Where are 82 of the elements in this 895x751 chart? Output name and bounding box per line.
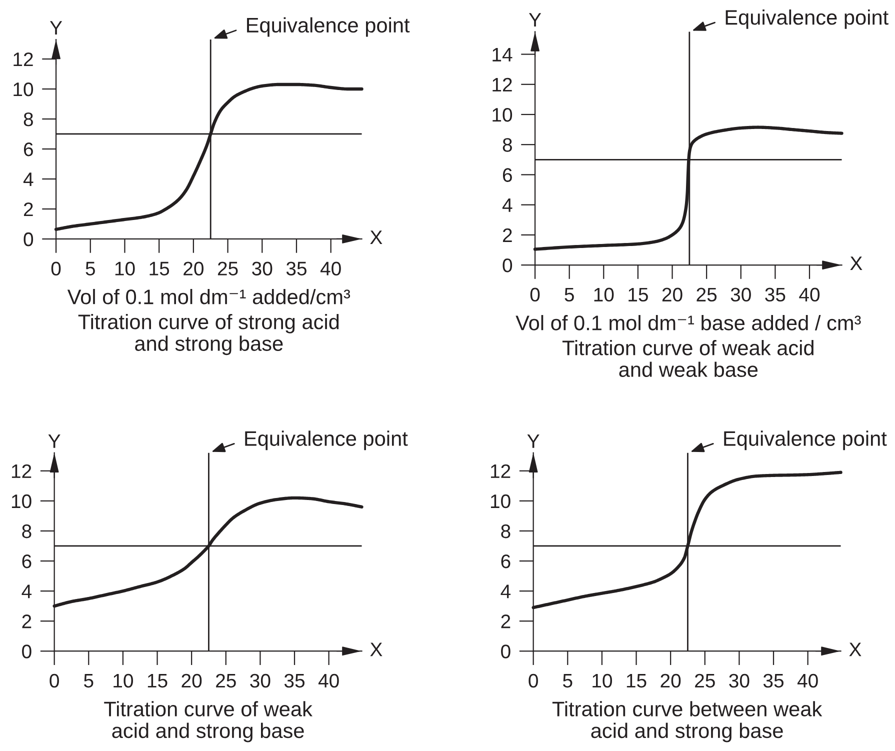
y-tick-label: 4 <box>502 198 512 212</box>
x-tick-label: 40 <box>797 674 818 688</box>
x-tick-label: 0 <box>50 674 59 688</box>
x-axis-title: X <box>849 642 862 656</box>
x-tick-label: 0 <box>530 288 540 302</box>
y-tick-label: 8 <box>24 112 33 126</box>
y-tick-label: 10 <box>490 494 510 508</box>
y-tick-label: 6 <box>501 554 510 568</box>
x-tick-label: 40 <box>320 262 341 276</box>
y-tick-label: 10 <box>492 108 512 122</box>
x-tick-label: 10 <box>114 674 134 688</box>
x-tick-label: 30 <box>252 262 272 276</box>
y-tick-label: 2 <box>24 202 33 216</box>
y-tick-label: 6 <box>22 554 32 568</box>
x-tick-label: 10 <box>594 288 614 302</box>
text: Vol of 0.1 mol dm⁻¹ added/cm³ <box>67 288 350 304</box>
x-tick-label: 20 <box>662 288 682 302</box>
x-tick-label: 35 <box>286 262 306 276</box>
ref-line-label: Equivalence point <box>726 9 888 29</box>
x-tick-label: 15 <box>626 674 646 688</box>
y-axis-title: Y <box>48 434 60 448</box>
y-axis-title: Y <box>527 434 540 448</box>
x-tick-label: 25 <box>696 288 717 302</box>
y-tick-label: 12 <box>490 464 510 478</box>
x-tick-label: 20 <box>182 674 202 688</box>
x-tick-label: 25 <box>218 262 238 276</box>
x-tick-label: 30 <box>250 674 270 688</box>
x-axis-title: X <box>370 230 382 244</box>
x-tick-label: 5 <box>84 674 94 688</box>
y-tick-label: 12 <box>12 464 32 478</box>
y-tick-label: 8 <box>22 524 32 538</box>
text: Titration curve of weak acid and weak base <box>562 340 814 378</box>
y-tick-label: 12 <box>492 78 512 92</box>
y-tick-label: 10 <box>12 494 32 508</box>
x-tick-label: 10 <box>115 262 135 276</box>
text: Titration curve of strong acid and strong base <box>78 314 339 356</box>
text: Titration curve between weak acid and strong base <box>552 701 822 742</box>
y-axis-title: Y <box>50 21 62 34</box>
y-tick-label: 2 <box>502 228 512 242</box>
ref-line-label: Equivalence point <box>724 430 887 450</box>
x-tick-label: 0 <box>51 262 61 276</box>
x-tick-label: 40 <box>799 288 820 302</box>
y-axis-title: Y <box>528 13 542 26</box>
x-tick-label: 25 <box>695 674 715 688</box>
x-tick-label: 5 <box>564 288 574 302</box>
x-axis-title: X <box>370 642 382 656</box>
y-tick-label: 8 <box>501 524 510 538</box>
y-tick-label: 0 <box>24 232 34 246</box>
y-tick-label: 10 <box>14 82 34 96</box>
x-tick-label: 25 <box>216 674 236 688</box>
y-tick-label: 0 <box>22 644 32 658</box>
x-tick-label: 20 <box>184 262 204 276</box>
x-axis-title: X <box>850 256 862 270</box>
x-tick-label: 35 <box>763 674 784 688</box>
y-tick-label: 6 <box>502 168 512 182</box>
x-tick-label: 20 <box>660 674 681 688</box>
x-tick-label: 30 <box>729 674 750 688</box>
x-tick-label: 5 <box>86 262 95 276</box>
x-tick-label: 15 <box>148 674 168 688</box>
text: Vol of 0.1 mol dm⁻¹ base added / cm³ <box>516 315 861 330</box>
ref-line-label: Equivalence point <box>245 430 408 450</box>
y-tick-label: 4 <box>23 172 34 186</box>
y-tick-label: 2 <box>501 614 510 628</box>
y-tick-label: 12 <box>14 52 33 66</box>
y-tick-label: 8 <box>502 138 512 152</box>
x-tick-label: 15 <box>150 262 170 276</box>
x-tick-label: 15 <box>628 288 648 302</box>
y-tick-label: 6 <box>24 142 33 156</box>
y-tick-label: 0 <box>501 644 510 658</box>
y-tick-label: 4 <box>22 584 32 598</box>
x-tick-label: 10 <box>592 674 612 688</box>
x-tick-label: 30 <box>730 288 751 302</box>
x-tick-label: 40 <box>318 674 339 688</box>
x-tick-label: 0 <box>528 674 538 688</box>
y-tick-label: 2 <box>22 614 32 628</box>
y-tick-label: 14 <box>492 48 512 62</box>
text: Titration curve of weak acid and strong base <box>104 701 312 742</box>
ref-line-label: Equivalence point <box>247 17 410 37</box>
y-tick-label: 4 <box>500 584 511 598</box>
x-tick-label: 35 <box>284 674 305 688</box>
x-tick-label: 35 <box>765 288 786 302</box>
x-tick-label: 5 <box>563 674 572 688</box>
